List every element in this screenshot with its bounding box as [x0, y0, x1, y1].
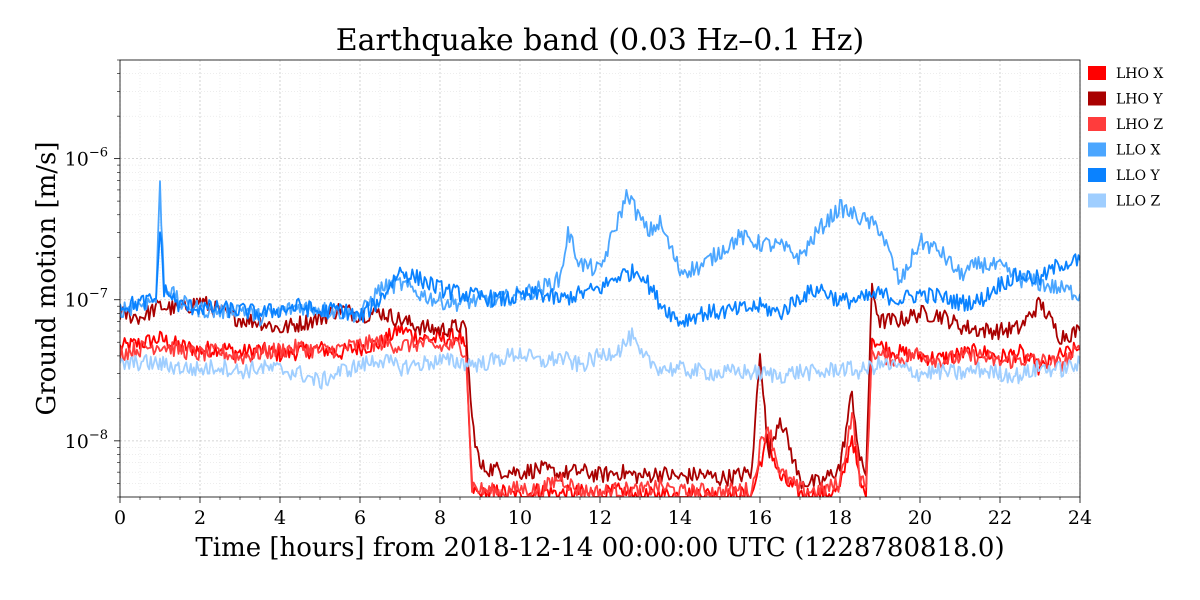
x-tick-label: 2 — [194, 507, 206, 529]
x-tick-label: 22 — [988, 507, 1012, 529]
legend-label: LLO Z — [1116, 194, 1161, 210]
x-tick-label: 10 — [508, 507, 532, 529]
legend-label: LLO Y — [1116, 168, 1161, 184]
y-tick-label: 10−8 — [65, 428, 108, 453]
legend-swatch — [1088, 66, 1106, 80]
series-line-llo-z — [120, 327, 1080, 390]
x-tick-label: 0 — [114, 507, 126, 529]
chart-title: Earthquake band (0.03 Hz–0.1 Hz) — [336, 23, 864, 58]
x-tick-label: 4 — [274, 507, 286, 529]
legend-label: LHO Y — [1116, 92, 1163, 108]
x-tick-label: 12 — [588, 507, 612, 529]
x-tick-label: 14 — [668, 507, 692, 529]
legend-swatch — [1088, 168, 1106, 182]
legend-swatch — [1088, 117, 1106, 131]
x-axis-label: Time [hours] from 2018-12-14 00:00:00 UT… — [195, 533, 1004, 563]
series-line-llo-y — [120, 231, 1080, 328]
legend: LHO X LHO Y LHO Z LLO X LLO Y LLO Z — [1088, 66, 1163, 210]
series-line-lho-y — [120, 282, 1080, 490]
series-line-lho-z — [120, 334, 1080, 497]
x-tick-label: 8 — [434, 507, 446, 529]
legend-swatch — [1088, 142, 1106, 157]
x-tick-label: 6 — [354, 507, 366, 529]
y-tick-label: 10−6 — [65, 146, 108, 171]
legend-label: LLO X — [1116, 143, 1161, 159]
legend-label: LHO X — [1116, 66, 1163, 82]
x-tick-label: 20 — [908, 507, 932, 529]
y-axis-label: Ground motion [m/s] — [32, 141, 62, 415]
grid — [119, 59, 1081, 498]
x-tick-label: 18 — [828, 507, 852, 529]
legend-label: LHO Z — [1116, 117, 1163, 133]
x-tick-label: 16 — [748, 507, 772, 529]
y-tick-label: 10−7 — [65, 287, 108, 312]
series-line-lho-x — [120, 323, 1080, 497]
legend-swatch — [1088, 91, 1106, 106]
legend-swatch — [1088, 193, 1106, 208]
x-tick-label: 24 — [1068, 507, 1092, 529]
plot-lines — [120, 180, 1080, 497]
